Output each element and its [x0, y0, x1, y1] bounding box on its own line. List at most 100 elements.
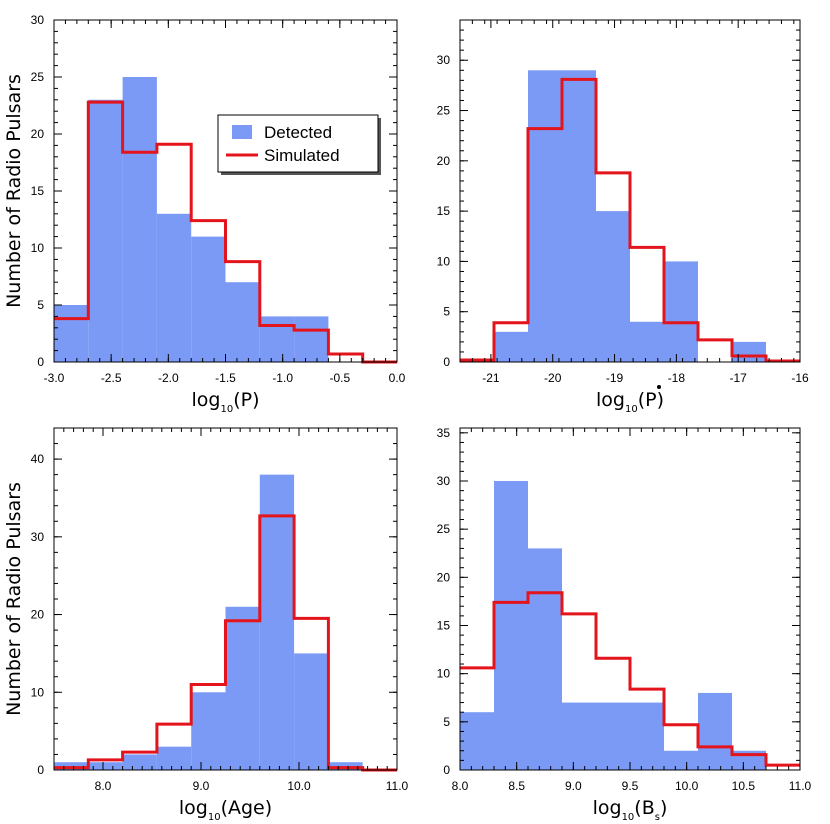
detected-bar [191, 236, 226, 362]
detected-bar [156, 746, 192, 770]
x-axis-label-argument: (P) [233, 389, 259, 411]
detected-bar [494, 331, 528, 362]
detected-bar [122, 754, 157, 770]
panel-top-left: -3.0 -2.5 -2.0 -1.5 -1.0 -0.5 0.0 0 5 10 15 20 25 30 l… [3, 13, 406, 415]
y-tick-label: 20 [31, 608, 45, 622]
x-tick-label: 10.0 [287, 779, 311, 793]
x-tick-label: 9.0 [193, 779, 210, 793]
detected-bar [630, 702, 664, 770]
y-tick-label: 15 [31, 184, 45, 198]
detected-bar [88, 762, 123, 770]
x-axis-label-argument: (B [634, 797, 654, 819]
legend-detected-label: Detected [264, 123, 332, 142]
y-tick-label: 10 [437, 254, 451, 268]
x-axis-label-base: log [192, 389, 221, 411]
y-tick-label: 25 [437, 104, 451, 118]
x-axis-label-subscript: 10 [625, 404, 638, 415]
detected-bar [191, 692, 226, 770]
panel-bottom-left: 8.0 9.0 10.0 11.0010203040log10(Age)Number … [3, 427, 409, 823]
legend: Detected Simulated [217, 114, 381, 175]
y-tick-label: 30 [437, 474, 451, 488]
x-tick-label: -17 [730, 371, 748, 385]
y-tick-label: 15 [437, 618, 451, 632]
detected-bar [664, 750, 698, 770]
x-tick-label: -18 [668, 371, 686, 385]
detected-bar [664, 261, 698, 362]
simulated-step-line [54, 514, 397, 772]
x-tick-label: 11.0 [789, 779, 812, 793]
detected-bar [54, 305, 89, 362]
detected-bar [596, 702, 630, 770]
y-tick-label: 0 [37, 763, 44, 777]
x-tick-label: -21 [482, 371, 500, 385]
y-tick-label: 35 [437, 426, 451, 440]
x-axis-label-subscript: 10 [220, 404, 233, 415]
x-tick-label: -2.5 [101, 371, 122, 385]
legend-detected-swatch [232, 125, 252, 139]
detected-bar [596, 211, 630, 362]
detected-bar [528, 548, 562, 770]
y-tick-label: 0 [443, 763, 450, 777]
x-tick-label: 0.0 [389, 371, 406, 385]
y-tick-label: 25 [31, 70, 45, 84]
x-axis-label-close: ) [660, 797, 667, 819]
detected-bar [294, 653, 329, 770]
x-axis-label-argument: (Age) [221, 797, 273, 819]
y-axis-label: Number of Radio Pulsars [3, 482, 25, 716]
x-axis-label: log10(Bs) [593, 797, 668, 823]
x-tick-label: -19 [606, 371, 624, 385]
x-axis-label-subscript: 10 [208, 812, 221, 823]
x-tick-label: 10.5 [732, 779, 756, 793]
legend-simulated-label: Simulated [264, 146, 340, 165]
y-tick-label: 10 [437, 667, 451, 681]
detected-bar [225, 282, 260, 362]
x-tick-label: -3.0 [44, 371, 65, 385]
x-axis-label: log10(P) [596, 389, 664, 415]
y-tick-label: 25 [437, 522, 451, 536]
y-tick-label: 40 [31, 452, 45, 466]
detected-bar [494, 480, 528, 770]
simulated-step-line [460, 77, 800, 363]
y-tick-label: 0 [37, 355, 44, 369]
detected-bar [294, 316, 329, 362]
y-tick-label: 20 [437, 570, 451, 584]
y-tick-label: 20 [31, 127, 45, 141]
y-tick-label: 20 [437, 154, 451, 168]
detected-bar [630, 321, 664, 362]
x-axis-label-base: log [179, 797, 208, 819]
x-tick-label: 9.0 [565, 779, 582, 793]
detected-bar [328, 762, 363, 770]
detected-bar [698, 692, 732, 770]
y-tick-label: 10 [31, 685, 45, 699]
x-axis-label-arg-subscript: s [655, 812, 660, 823]
detected-bar [528, 70, 562, 362]
x-tick-label: 8.5 [508, 779, 525, 793]
x-tick-label: -20 [544, 371, 562, 385]
x-tick-label: -1.5 [215, 371, 236, 385]
simulated-step-line [54, 100, 397, 364]
detected-bar [225, 606, 260, 770]
y-tick-label: 30 [31, 530, 45, 544]
y-tick-label: 30 [437, 53, 451, 67]
y-tick-label: 0 [443, 355, 450, 369]
detected-bar [259, 474, 295, 770]
detected-bar [156, 213, 192, 362]
y-axis-label: Number of Radio Pulsars [3, 74, 25, 308]
detected-bar [88, 99, 123, 363]
y-tick-label: 5 [443, 715, 450, 729]
x-axis-label: log10(P) [192, 389, 260, 415]
simulated-step-line [460, 591, 800, 767]
y-tick-label: 10 [31, 241, 45, 255]
detected-bar [122, 77, 157, 362]
legend-box [217, 114, 379, 173]
x-tick-label: -1.0 [272, 371, 293, 385]
panel-bottom-right: 8.0 8.5 9.0 9.5 10.0 10.5 11.0 0 5 10 15 20 25 30 35 lo… [437, 426, 812, 823]
x-tick-label: 11.0 [386, 779, 409, 793]
y-tick-label: 30 [31, 13, 45, 27]
y-tick-label: 5 [37, 298, 44, 312]
x-tick-label: -2.0 [158, 371, 179, 385]
y-tick-label: 15 [437, 204, 451, 218]
detected-bar [562, 70, 596, 362]
